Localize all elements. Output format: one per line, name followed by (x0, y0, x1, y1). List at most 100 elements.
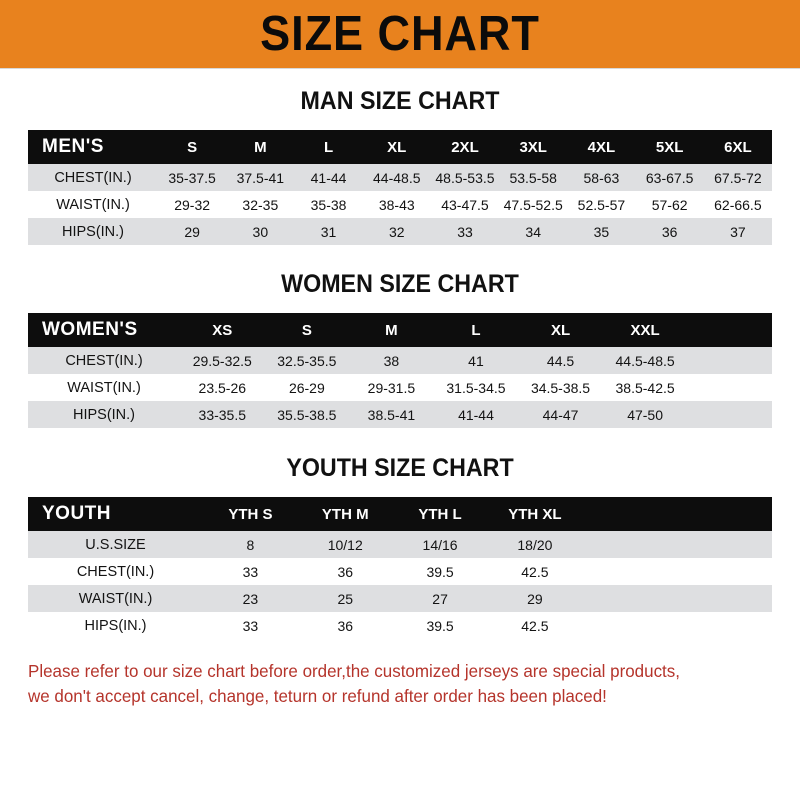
measurement-cell: 35-37.5 (158, 164, 227, 191)
measurement-cell: 44.5 (518, 347, 603, 374)
measurement-cell: 42.5 (487, 612, 583, 639)
size-chart-banner: SIZE CHART (0, 0, 800, 69)
youth-header-row: YOUTH YTH S YTH M YTH L YTH XL (28, 497, 772, 531)
measurement-cell: 33 (203, 558, 298, 585)
measurement-cell: 14/16 (392, 531, 488, 558)
women-size-header-6: XXL (630, 321, 660, 339)
women-size-header-3: M (385, 321, 398, 339)
man-row-label: CHEST(IN.) (28, 164, 158, 191)
women-size-header-2: S (301, 321, 312, 339)
measurement-cell: 30 (226, 218, 295, 245)
measurement-cell: 36 (635, 218, 704, 245)
measurement-cell: 35.5-38.5 (264, 401, 350, 428)
measurement-cell: 35 (567, 218, 636, 245)
measurement-cell: 52.5-57 (567, 191, 636, 218)
measurement-cell: 32-35 (226, 191, 295, 218)
man-section-title: MAN SIZE CHART (300, 87, 500, 115)
measurement-cell: 38.5-42.5 (602, 374, 688, 401)
measurement-cell (677, 531, 772, 558)
women-size-header-spacer (687, 313, 772, 347)
women-size-table: WOMEN'S XS S M L XL XXL CHEST(IN.) 29.5-32.5 32… (28, 313, 772, 428)
measurement-cell: 29-31.5 (349, 374, 434, 401)
measurement-cell (582, 558, 678, 585)
measurement-cell: 41-44 (433, 401, 519, 428)
measurement-cell: 44-48.5 (362, 164, 431, 191)
measurement-cell (582, 585, 678, 612)
measurement-cell (677, 558, 772, 585)
man-size-header-3: L (323, 138, 334, 156)
measurement-cell (677, 585, 772, 612)
measurement-cell: 23.5-26 (180, 374, 265, 401)
measurement-cell (687, 374, 772, 401)
youth-row-label: CHEST(IN.) (28, 558, 203, 585)
measurement-cell (677, 612, 772, 639)
youth-section-title: YOUTH SIZE CHART (286, 454, 514, 482)
measurement-cell: 53.5-58 (499, 164, 568, 191)
measurement-cell: 38 (349, 347, 434, 374)
measurement-cell: 26-29 (264, 374, 350, 401)
measurement-cell: 31.5-34.5 (433, 374, 519, 401)
measurement-cell: 36 (297, 558, 393, 585)
measurement-cell: 29-32 (158, 191, 227, 218)
measurement-cell: 38.5-41 (349, 401, 434, 428)
measurement-cell: 39.5 (392, 612, 488, 639)
measurement-cell: 37 (703, 218, 772, 245)
measurement-cell: 32.5-35.5 (264, 347, 350, 374)
table-row: WAIST(IN.) 23.5-26 26-29 29-31.5 31.5-34.5 34… (28, 374, 772, 401)
man-row-label: HIPS(IN.) (28, 218, 158, 245)
measurement-cell: 41-44 (294, 164, 363, 191)
measurement-cell (582, 531, 678, 558)
man-size-header-8: 5XL (655, 138, 684, 156)
youth-size-header-1: YTH S (228, 505, 273, 523)
measurement-cell: 10/12 (297, 531, 393, 558)
measurement-cell: 63-67.5 (635, 164, 704, 191)
youth-header-label: YOUTH (42, 503, 111, 524)
man-size-header-4: XL (387, 138, 407, 156)
women-size-header-5: XL (550, 321, 571, 339)
youth-size-header-4: YTH XL (508, 505, 562, 523)
measurement-cell: 67.5-72 (703, 164, 772, 191)
women-size-header-1: XS (212, 321, 233, 339)
man-size-header-9: 6XL (724, 138, 752, 156)
measurement-cell: 43-47.5 (430, 191, 500, 218)
table-row: WAIST(IN.) 23 25 27 29 (28, 585, 772, 612)
man-size-header-7: 4XL (587, 138, 616, 156)
chart-content: MAN SIZE CHART MEN'S S M L XL 2XL 3XL 4XL 5XL 6X… (0, 87, 800, 710)
measurement-cell: 38-43 (362, 191, 431, 218)
measurement-cell (687, 347, 772, 374)
measurement-cell: 33 (430, 218, 500, 245)
youth-table-body: U.S.SIZE 8 10/12 14/16 18/20 CHEST(IN.) 33 36 39… (28, 531, 772, 639)
table-row: CHEST(IN.) 33 36 39.5 42.5 (28, 558, 772, 585)
measurement-cell: 48.5-53.5 (430, 164, 500, 191)
measurement-cell: 29.5-32.5 (180, 347, 265, 374)
youth-size-header-2: YTH M (321, 505, 369, 523)
measurement-cell: 33 (203, 612, 298, 639)
table-row: HIPS(IN.) 33 36 39.5 42.5 (28, 612, 772, 639)
measurement-cell: 8 (203, 531, 298, 558)
order-policy-note: Please refer to our size chart before or… (28, 659, 750, 710)
measurement-cell: 23 (203, 585, 298, 612)
youth-table-head: YOUTH YTH S YTH M YTH L YTH XL (28, 497, 772, 531)
women-section-title: WOMEN SIZE CHART (281, 270, 519, 298)
man-table-body: CHEST(IN.) 35-37.5 37.5-41 41-44 44-48.5 48.5… (28, 164, 772, 245)
measurement-cell: 62-66.5 (703, 191, 772, 218)
measurement-cell: 57-62 (635, 191, 704, 218)
women-row-label: HIPS(IN.) (28, 401, 180, 428)
man-size-header-1: S (187, 138, 198, 156)
women-row-label: WAIST(IN.) (28, 374, 180, 401)
measurement-cell: 32 (362, 218, 431, 245)
measurement-cell: 34.5-38.5 (518, 374, 603, 401)
measurement-cell: 18/20 (487, 531, 583, 558)
table-row: HIPS(IN.) 29 30 31 32 33 34 35 36 37 (28, 218, 772, 245)
man-size-header-2: M (254, 138, 267, 156)
youth-row-label: WAIST(IN.) (28, 585, 203, 612)
measurement-cell: 35-38 (294, 191, 363, 218)
order-policy-note-line-2: we don't accept cancel, change, teturn o… (28, 686, 607, 707)
women-header-label: WOMEN'S (42, 319, 138, 340)
measurement-cell: 42.5 (487, 558, 583, 585)
measurement-cell: 44.5-48.5 (602, 347, 688, 374)
man-size-section: MAN SIZE CHART MEN'S S M L XL 2XL 3XL 4XL 5XL 6X… (28, 87, 772, 245)
women-table-body: CHEST(IN.) 29.5-32.5 32.5-35.5 38 41 44.5 44.5… (28, 347, 772, 428)
women-size-section: WOMEN SIZE CHART WOMEN'S XS S M L XL XXL CHES… (28, 270, 772, 428)
page-title: SIZE CHART (260, 6, 540, 61)
